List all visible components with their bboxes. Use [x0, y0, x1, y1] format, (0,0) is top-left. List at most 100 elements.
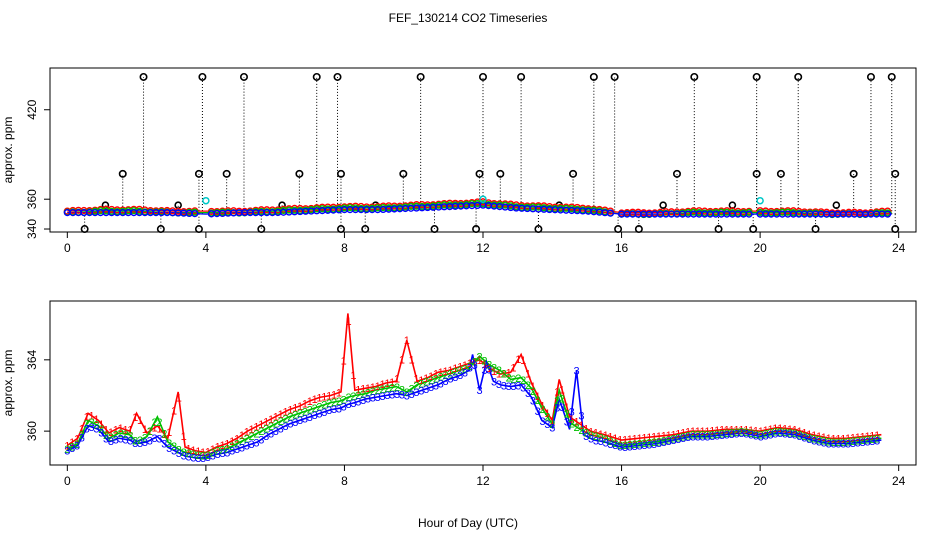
series-marker-2: 2 — [346, 392, 352, 404]
series-marker-2: 2 — [646, 438, 652, 450]
outlier-point — [478, 72, 487, 81]
outlier-point — [118, 169, 127, 178]
series-marker-3: 3 — [452, 372, 458, 384]
series-marker-3: 3 — [341, 402, 347, 414]
series-marker-3: 3 — [331, 404, 337, 416]
series-marker-3: 3 — [714, 431, 720, 443]
series-marker-2: 2 — [171, 441, 177, 453]
series-marker-1: 1 — [627, 434, 633, 446]
series-marker-1: 1 — [282, 407, 288, 419]
x-tick-label: 20 — [753, 474, 767, 488]
series-marker-1: 1 — [535, 391, 541, 403]
series-marker-2: 2 — [578, 425, 584, 437]
series-marker-3: 3 — [864, 436, 870, 448]
series-marker-3: 3 — [375, 392, 381, 404]
series-marker-1: 1 — [835, 433, 841, 445]
series-marker-1: 1 — [181, 431, 187, 443]
series-marker-2: 2 — [506, 373, 512, 385]
series-marker-3: 3 — [496, 379, 502, 391]
x-tick-label: 8 — [341, 474, 348, 488]
series-marker-1: 1 — [530, 381, 536, 393]
series-marker-1: 1 — [763, 425, 769, 437]
series-marker-3: 3 — [830, 439, 836, 451]
series-marker-2: 2 — [540, 404, 546, 416]
series-marker-2: 2 — [472, 356, 478, 368]
series-marker-3: 3 — [287, 419, 293, 431]
series-marker-2: 2 — [79, 429, 85, 441]
y-tick-label: 360 — [25, 421, 39, 441]
series-marker-2: 2 — [695, 430, 701, 442]
series-marker-1: 1 — [375, 381, 381, 393]
series-marker-2: 2 — [253, 429, 259, 441]
series-marker-1: 1 — [249, 424, 255, 436]
series-marker-2: 2 — [249, 431, 255, 443]
series-marker-3: 3 — [350, 398, 356, 410]
series-marker-2: 2 — [743, 427, 749, 439]
series-marker-2: 2 — [515, 373, 521, 385]
series-marker-2: 2 — [394, 382, 400, 394]
series-marker-2: 2 — [569, 419, 575, 431]
series-marker-2: 2 — [850, 436, 856, 448]
outlier-point — [866, 72, 875, 81]
series-marker-2: 2 — [447, 368, 453, 380]
series-marker-2: 2 — [375, 385, 381, 397]
series-marker-3: 3 — [476, 385, 482, 397]
series-marker-1: 1 — [457, 361, 463, 373]
series-marker-2: 2 — [457, 365, 463, 377]
series-marker-3: 3 — [826, 438, 832, 450]
series-marker-3: 3 — [210, 450, 216, 462]
outlier-point — [239, 72, 248, 81]
series-marker-2: 2 — [93, 420, 99, 432]
series-marker-1: 1 — [74, 434, 80, 446]
series-marker-2: 2 — [641, 438, 647, 450]
series-marker-3: 3 — [874, 435, 880, 447]
series-marker-1: 1 — [481, 359, 487, 371]
series-marker-3: 3 — [113, 434, 119, 446]
series-marker-1: 1 — [394, 373, 400, 385]
series-marker-2: 2 — [176, 444, 182, 456]
series-marker-2: 2 — [573, 422, 579, 434]
series-marker-2: 2 — [316, 401, 322, 413]
series-marker-2: 2 — [210, 448, 216, 460]
series-marker-3: 3 — [719, 430, 725, 442]
series-marker-3: 3 — [782, 429, 788, 441]
series-marker-3: 3 — [763, 430, 769, 442]
series-marker-3: 3 — [855, 437, 861, 449]
series-marker-1: 1 — [714, 425, 720, 437]
series-marker-1: 1 — [239, 430, 245, 442]
outlier-point — [430, 225, 439, 234]
series-marker-1: 1 — [510, 363, 516, 375]
series-marker-2: 2 — [336, 396, 342, 408]
series-marker-2: 2 — [680, 431, 686, 443]
series-marker-1: 1 — [486, 363, 492, 375]
series-marker-3: 3 — [821, 437, 827, 449]
series-marker-3: 3 — [89, 422, 95, 434]
series-marker-2: 2 — [549, 419, 555, 431]
series-marker-1: 1 — [753, 426, 759, 438]
series-marker-2: 2 — [738, 426, 744, 438]
top-panel: 0 4 8 12 16 20 24 340 360 420 approx. ppm — [1, 67, 917, 255]
series-marker-3: 3 — [806, 434, 812, 446]
outlier-point — [472, 225, 481, 234]
series-marker-3: 3 — [316, 409, 322, 421]
series-marker-1: 1 — [297, 401, 303, 413]
series-marker-2: 2 — [637, 439, 643, 451]
series-marker-3: 3 — [399, 390, 405, 402]
series-marker-2: 2 — [418, 378, 424, 390]
series-marker-2: 2 — [491, 362, 497, 374]
series-marker-1: 1 — [772, 423, 778, 435]
series-marker-3: 3 — [205, 452, 211, 464]
series-marker-2: 2 — [268, 421, 274, 433]
series-marker-3: 3 — [472, 360, 478, 372]
outlier-point — [589, 72, 598, 81]
series-marker-2: 2 — [598, 432, 604, 444]
series-marker-1: 1 — [811, 430, 817, 442]
series-marker-1: 1 — [118, 423, 124, 435]
series-marker-1: 1 — [869, 431, 875, 443]
series-marker-3: 3 — [709, 431, 715, 443]
series-marker-1: 1 — [806, 429, 812, 441]
series-marker-1: 1 — [438, 367, 444, 379]
series-line-2 — [67, 203, 892, 215]
series-marker-2: 2 — [74, 439, 80, 451]
series-marker-1: 1 — [336, 388, 342, 400]
